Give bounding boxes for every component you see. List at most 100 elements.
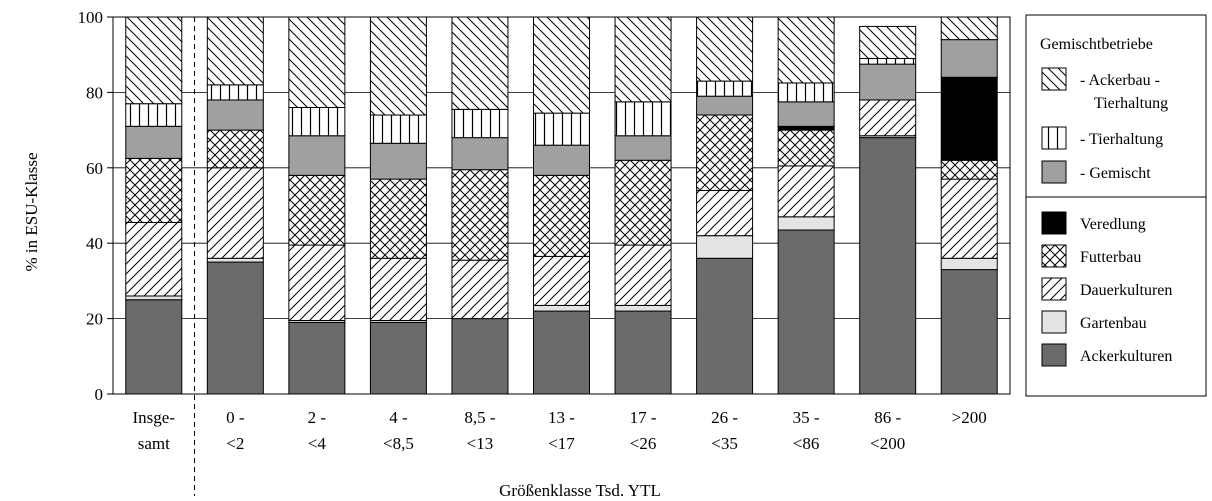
bar-segment	[859, 57, 917, 65]
bar-segment	[206, 99, 264, 131]
x-tick-label: >200	[952, 408, 987, 427]
bar-segment	[940, 39, 998, 78]
bar-segment	[940, 76, 998, 161]
bar-segment	[777, 229, 835, 395]
bar-segment	[369, 257, 427, 321]
bar-stack	[614, 16, 672, 395]
legend-swatch	[1041, 211, 1067, 235]
legend-swatch	[1041, 67, 1067, 91]
bar-segment	[859, 99, 917, 137]
x-tick-label: <35	[711, 434, 738, 453]
y-tick-label: 20	[86, 310, 103, 329]
bar-segment	[288, 135, 346, 176]
x-tick-label: <200	[870, 434, 905, 453]
x-tick-label: <86	[793, 434, 820, 453]
bar-segment	[451, 16, 509, 110]
x-tick-label: <4	[308, 434, 327, 453]
x-tick-label: 35 -	[793, 408, 820, 427]
bar-stack	[859, 25, 917, 395]
bar-stack	[125, 16, 183, 395]
bar-segment	[533, 16, 590, 114]
bar-segment	[451, 318, 509, 395]
bar-segment	[125, 221, 183, 297]
bar-stack	[696, 16, 754, 395]
bar-segment	[533, 144, 590, 176]
bar-segment	[288, 16, 346, 108]
bar-segment	[859, 63, 917, 101]
x-tick-label: samt	[138, 434, 170, 453]
bar-stack	[533, 16, 590, 395]
bar-segment	[125, 299, 183, 395]
bar-segment	[533, 112, 590, 146]
bar-segment	[125, 103, 183, 127]
bar-segment	[614, 101, 672, 137]
y-tick-label: 40	[86, 234, 103, 253]
bar-segment	[288, 174, 346, 246]
legend-label: - Gemischt	[1080, 165, 1151, 182]
bar-segment	[940, 16, 998, 41]
x-tick-label: <13	[467, 434, 494, 453]
bar-segment	[777, 129, 835, 167]
bar-segment	[125, 157, 183, 223]
y-axis-label: % in ESU-Klasse	[22, 153, 41, 272]
legend-swatch	[1041, 277, 1067, 301]
y-tick-label: 0	[95, 385, 104, 404]
bar-segment	[777, 125, 835, 131]
x-tick-label: 0 -	[226, 408, 245, 427]
bar-segment	[614, 310, 672, 395]
bar-segment	[696, 235, 754, 259]
bar-segment	[614, 159, 672, 246]
bar-segment	[125, 295, 183, 301]
legend-label: - Tierhaltung	[1080, 131, 1163, 148]
bar-segment	[940, 159, 998, 180]
bar-segment	[777, 165, 835, 218]
legend-group-title: Gemischtbetriebe	[1040, 36, 1153, 53]
bar-segment	[859, 25, 917, 59]
bar-segment	[696, 95, 754, 116]
bar-segment	[777, 101, 835, 127]
bar-segment	[125, 16, 183, 105]
bar-segment	[533, 174, 590, 257]
bar-segment	[614, 304, 672, 312]
bar-segment	[288, 321, 346, 395]
bar-segment	[288, 106, 346, 137]
x-tick-label: 26 -	[711, 408, 738, 427]
x-tick-label: 86 -	[874, 408, 901, 427]
bar-segment	[859, 137, 917, 395]
bar-segment	[777, 16, 835, 84]
x-tick-label: 13 -	[548, 408, 575, 427]
legend-label: Gartenbau	[1080, 315, 1147, 332]
x-axis-label: Größenklasse Tsd. YTL	[499, 481, 661, 500]
x-tick-label: <8,5	[383, 434, 414, 453]
legend-label: Tierhaltung	[1094, 95, 1168, 112]
legend-swatch	[1041, 310, 1067, 334]
bar-stack	[451, 16, 509, 395]
bar-segment	[696, 80, 754, 97]
legend: Gemischtbetriebe - Ackerbau - Tierhaltung…	[1025, 14, 1207, 397]
bar-segment	[125, 125, 183, 159]
bar-segment	[940, 269, 998, 395]
x-tick-label: 4 -	[389, 408, 408, 427]
bar-segment	[533, 304, 590, 312]
legend-label: Ackerkulturen	[1080, 348, 1172, 365]
bar-segment	[206, 167, 264, 259]
x-axis: Insge-samt 0 - <2 2 - <4 4 - <8,5 8,5 - <13 13 - <…	[133, 408, 987, 453]
bar-segment	[777, 82, 835, 103]
bar-segment	[369, 142, 427, 180]
bar-segment	[369, 16, 427, 116]
bar-segment	[696, 257, 754, 395]
bar-segment	[696, 114, 754, 191]
y-axis: 0 20 40 60 80 100	[78, 8, 113, 404]
bar-segment	[614, 16, 672, 103]
legend-label: Veredlung	[1080, 216, 1146, 233]
bar-segment	[451, 169, 509, 261]
bar-segment	[369, 321, 427, 395]
x-tick-label: Insge-	[133, 408, 176, 427]
y-tick-label: 60	[86, 159, 103, 178]
legend-swatch	[1041, 244, 1067, 268]
bar-segment	[696, 189, 754, 237]
y-tick-label: 80	[86, 83, 103, 102]
bar-stack	[940, 16, 998, 395]
bar-segment	[614, 244, 672, 306]
bar-segment	[206, 257, 264, 263]
